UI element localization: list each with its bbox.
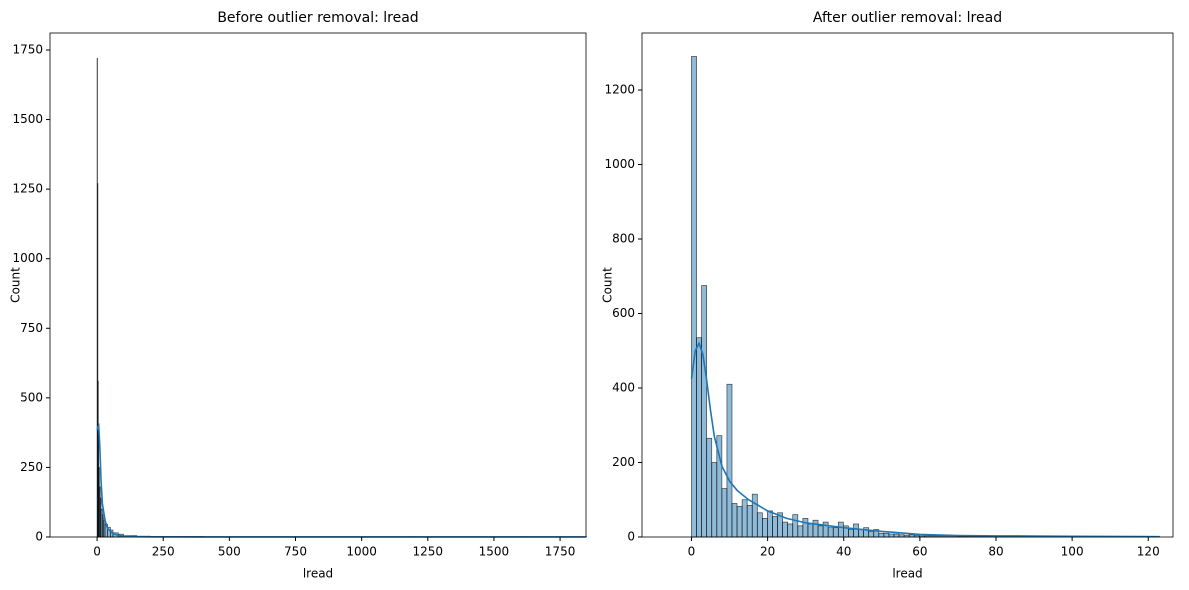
histogram-bar [736,506,743,538]
y-tick-label: 250 [20,460,43,474]
y-tick-label: 1000 [12,251,43,265]
histogram-bar [741,499,748,538]
histogram-bar [827,527,834,538]
x-tick-label: 500 [218,545,241,559]
y-tick-label: 600 [612,306,635,320]
histogram-bar [848,529,854,538]
histogram-bar [878,532,885,538]
histogram-bar [792,514,799,538]
histogram-bar [817,525,824,538]
x-tick-label: 40 [836,545,851,559]
histogram-bar [706,437,713,538]
y-tick-label: 750 [20,321,43,335]
histogram-bar [883,532,890,538]
x-tick-label: 250 [152,545,175,559]
histogram-bar [701,285,708,538]
histogram-bar [731,503,738,538]
plot-frame [49,32,587,538]
histogram-bar [802,518,809,538]
histogram-bar [868,531,875,538]
histogram-bar [756,512,763,538]
y-tick-label: 500 [20,390,43,404]
chart-title: Before outlier removal: lread [217,10,418,26]
histogram-bar [696,337,702,538]
y-tick-label: 0 [35,530,43,544]
histogram-bar [762,518,768,538]
histogram-bar [691,56,697,538]
x-tick-label: 1250 [413,545,444,559]
x-tick-label: 1750 [545,545,576,559]
x-tick-label: 80 [988,545,1003,559]
histogram-bar [772,516,778,538]
histogram-bar [787,523,794,538]
x-tick-label: 60 [912,545,927,559]
chart-panel: After outlier removal: lread lread Count 0 2… [601,10,1174,581]
plot-frame [641,32,1174,538]
histogram-bar [797,525,804,538]
x-tick-label: 0 [93,545,101,559]
histogram-bar [782,521,789,538]
x-tick-label: 20 [760,545,775,559]
y-tick-label: 1200 [604,82,635,96]
histogram-bar [721,488,728,538]
y-tick-label: 0 [627,530,635,544]
y-axis-label: Count [601,267,615,303]
histogram-bar [767,510,773,538]
x-tick-label: 120 [1137,545,1160,559]
histogram-bar [726,383,733,538]
histogram-bar [832,527,839,538]
x-tick-label: 100 [1061,545,1084,559]
x-tick-label: 1000 [346,545,377,559]
x-tick-label: 1500 [479,545,510,559]
histogram-bar [746,504,753,538]
histogram-bar [711,462,718,538]
y-tick-label: 200 [612,455,635,469]
x-axis-label: lread [892,567,922,581]
histogram-bar [837,521,844,538]
chart-panel: Before outlier removal: lread lread Count 0… [9,10,587,581]
x-tick-label: 0 [688,545,696,559]
histogram-bar [807,523,814,538]
histogram-bar [893,533,900,538]
y-tick-label: 800 [612,231,635,245]
chart-title: After outlier removal: lread [813,10,1002,26]
histogram-bar [751,493,758,538]
y-tick-label: 400 [612,380,635,394]
y-tick-label: 1500 [12,112,43,126]
histogram-bar [853,523,859,538]
kde-line [690,341,1160,538]
kde-line [96,422,586,538]
histogram-bar [858,529,864,538]
y-tick-label: 1250 [12,182,43,196]
y-tick-label: 1000 [604,157,635,171]
y-tick-label: 1750 [12,42,43,56]
y-axis-label: Count [9,267,23,303]
x-tick-label: 750 [284,545,307,559]
x-axis-label: lread [303,567,333,581]
histogram-bar [822,521,829,538]
histogram-bar [888,533,895,538]
histogram-bar [812,519,819,538]
